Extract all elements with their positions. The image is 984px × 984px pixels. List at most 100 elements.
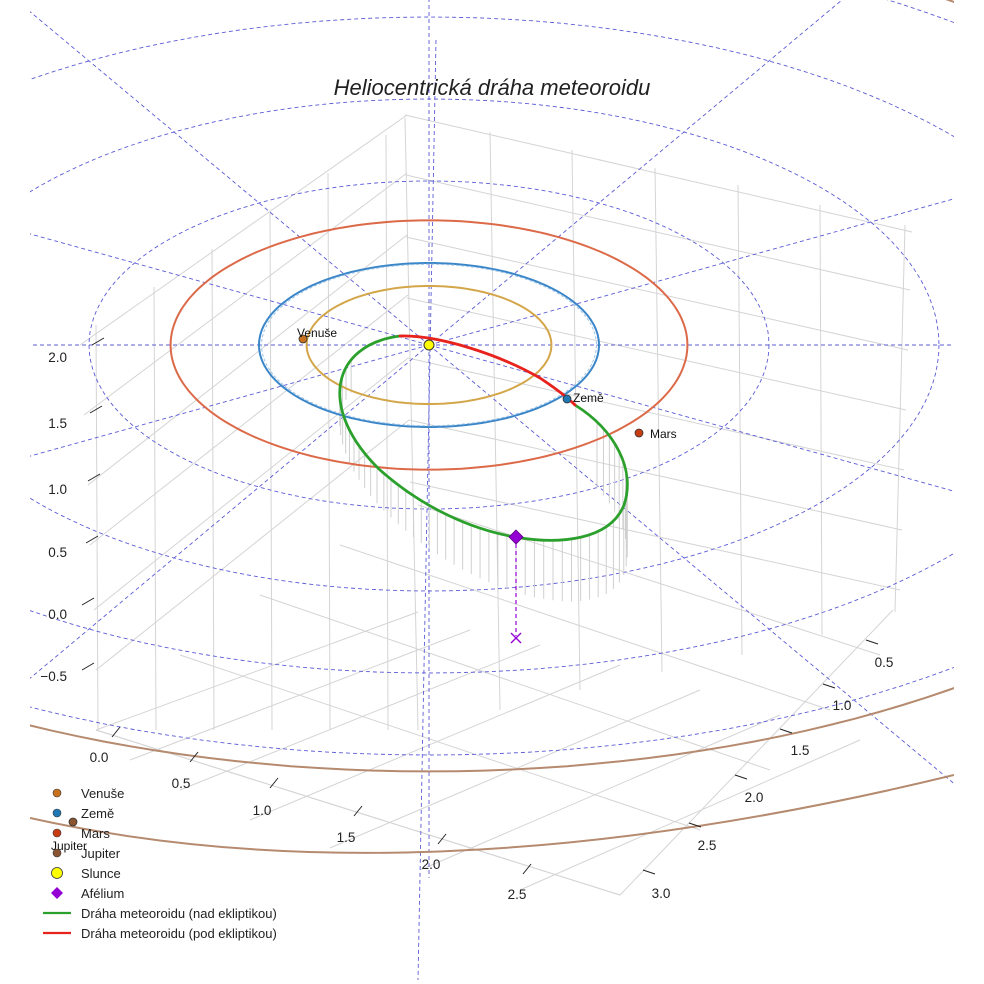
legend: VenušeZeměMarsJupiterSlunceAféliumDráha … <box>43 786 277 941</box>
floor-depth-gridline <box>339 544 831 711</box>
legend-label: Venuše <box>81 786 124 801</box>
left-wall-gridline <box>79 114 408 346</box>
left-wall-vertical-gridline <box>327 172 331 731</box>
z-axis-tick <box>89 405 103 414</box>
floor-gridline <box>95 611 419 731</box>
floor-depth-gridline <box>259 594 771 771</box>
z-axis-tick <box>81 662 95 671</box>
y-axis-tick-label: 2.5 <box>698 838 717 853</box>
floor-depth-gridline <box>179 654 701 831</box>
back-wall-vertical-gridline <box>737 184 743 656</box>
ecliptic-ring <box>30 0 954 756</box>
planet-orbits <box>30 0 954 854</box>
aphelion-marker <box>508 529 524 545</box>
y-axis-tick <box>688 822 702 828</box>
y-axis-tick-label: 1.0 <box>833 698 852 713</box>
planet-label-země: Země <box>573 391 604 405</box>
y-axis-tick <box>865 639 879 645</box>
x-axis-tick-label: 0.5 <box>172 776 191 791</box>
legend-marker-dot <box>52 808 62 818</box>
back-wall-vertical-gridline <box>404 117 419 731</box>
orbit-earth-inner <box>261 263 597 427</box>
floor-gridline <box>179 644 541 791</box>
back-wall-gridline <box>405 174 911 291</box>
y-axis-tick-label: 2.0 <box>745 790 764 805</box>
planet-label-venuše: Venuše <box>297 326 337 340</box>
axis-box-gridlines <box>79 114 913 896</box>
ecliptic-normal-axis <box>417 39 437 981</box>
orbit-mars <box>169 219 689 471</box>
ecliptic-spoke <box>428 344 954 785</box>
back-wall-gridline <box>407 357 905 471</box>
y-axis-tick <box>822 683 836 689</box>
floor-gridline <box>419 714 781 871</box>
ecliptic-spoke <box>428 0 843 346</box>
z-axis-tick <box>87 473 101 482</box>
z-axis-tick-label: 2.0 <box>48 350 67 365</box>
left-wall-vertical-gridline <box>385 134 389 731</box>
x-axis-tick-label: 0.0 <box>90 750 109 765</box>
legend-marker-dot <box>52 828 62 838</box>
left-wall-vertical-gridline <box>95 324 99 731</box>
left-wall-gridline <box>89 294 409 546</box>
planet-marker-jupiter <box>68 817 78 827</box>
z-axis-tick-label: −0.5 <box>40 669 67 684</box>
z-axis-tick <box>85 535 99 544</box>
orbit-země <box>257 262 600 428</box>
z-axis-tick-label: 1.0 <box>48 482 67 497</box>
y-axis-tick <box>779 728 793 734</box>
floor-edge <box>95 609 894 896</box>
x-axis-tick <box>269 777 279 789</box>
aphelion-projection-marker <box>510 632 522 644</box>
chart-title: Heliocentrická dráha meteoroidu <box>334 75 651 100</box>
back-wall-gridline <box>409 481 901 591</box>
z-axis-tick-label: 0.0 <box>48 607 67 622</box>
left-wall-vertical-gridline <box>211 248 215 731</box>
ecliptic-spoke <box>30 344 430 679</box>
planet-marker-venuše <box>298 334 308 344</box>
orbit-venuše <box>305 285 553 405</box>
y-axis-tick-label: 0.5 <box>875 655 894 670</box>
meteoroid-orbit <box>338 334 629 542</box>
back-wall-gridline <box>406 297 907 411</box>
sun-marker <box>423 339 435 351</box>
legend-marker-sun <box>51 867 63 879</box>
legend-label: Slunce <box>81 866 121 881</box>
x-axis-tick-label: 1.5 <box>337 830 356 845</box>
z-axis-tick <box>81 597 95 606</box>
orbit-jupiter-arc <box>30 774 954 854</box>
planet-marker-země <box>562 394 572 404</box>
left-wall-gridline <box>93 357 409 611</box>
floor-depth-gridline <box>417 504 881 656</box>
back-wall-vertical-gridline <box>819 204 823 636</box>
orbit-jupiter <box>30 0 954 773</box>
back-wall-vertical-gridline <box>894 224 906 613</box>
back-wall-vertical-gridline <box>571 149 581 691</box>
left-wall-gridline <box>87 234 408 486</box>
legend-marker-dot <box>52 848 62 858</box>
back-wall-gridline <box>408 419 903 531</box>
left-wall-vertical-gridline <box>269 210 273 731</box>
x-axis-tick-label: 2.0 <box>422 857 441 872</box>
floor-gridline <box>249 664 621 821</box>
x-axis-tick-label: 2.5 <box>508 887 527 902</box>
z-axis-tick-label: 0.5 <box>48 545 67 560</box>
meteoroid-orbit-below <box>398 334 577 407</box>
legend-label: Země <box>81 806 114 821</box>
planet-label-jupiter: Jupiter <box>51 839 87 853</box>
y-axis-tick-label: 3.0 <box>652 886 671 901</box>
planet-marker-mars <box>634 428 644 438</box>
y-axis-tick-label: 1.5 <box>791 743 810 758</box>
planet-label-mars: Mars <box>650 427 677 441</box>
legend-label: Jupiter <box>81 846 121 861</box>
ecliptic-spoke <box>30 11 430 346</box>
left-wall-vertical-gridline <box>153 286 157 731</box>
meteoroid-orbit-above <box>338 334 629 542</box>
ecliptic-spoke <box>30 233 430 346</box>
x-axis-tick <box>111 726 121 738</box>
planet-markers: Venuše Země Mars Jupiter <box>51 326 677 853</box>
y-axis-tick <box>734 774 748 780</box>
back-wall-vertical-gridline <box>654 167 663 673</box>
x-axis-tick <box>522 863 532 875</box>
